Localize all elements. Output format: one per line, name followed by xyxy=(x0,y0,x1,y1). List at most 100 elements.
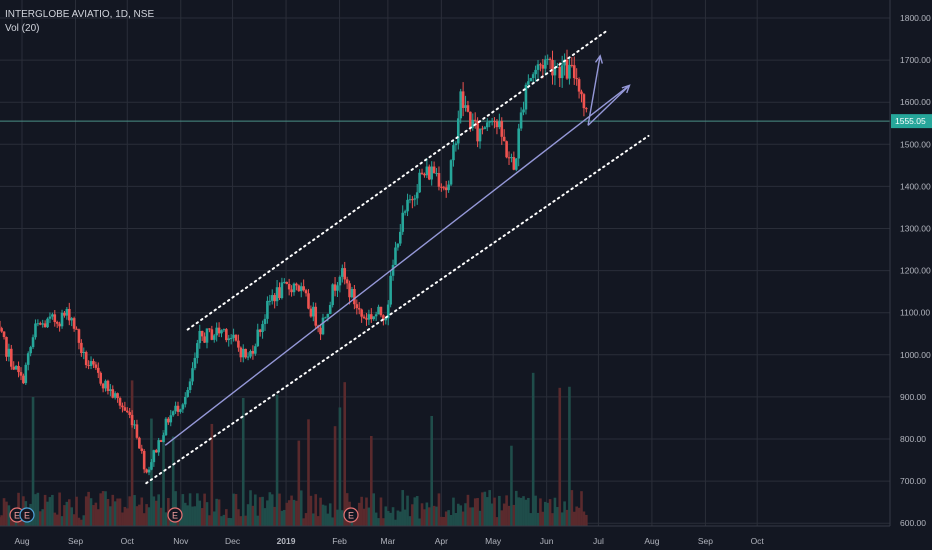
volume-bar xyxy=(147,507,151,526)
volume-bar xyxy=(510,445,513,526)
volume-bar xyxy=(130,380,134,526)
volume-bar xyxy=(449,514,453,526)
candle-body xyxy=(48,316,52,319)
y-tick-label: 600.00 xyxy=(900,518,926,528)
lower-channel[interactable] xyxy=(145,134,650,485)
volume-bar xyxy=(505,495,508,526)
candle-body xyxy=(256,329,260,347)
candle-body xyxy=(96,367,100,373)
upper-channel[interactable] xyxy=(186,29,609,331)
support-trendline[interactable] xyxy=(164,84,630,446)
candle-body xyxy=(145,469,148,473)
candle-body xyxy=(406,199,409,212)
candle-body xyxy=(372,316,376,320)
candle-body xyxy=(444,187,448,191)
earnings-event-marker[interactable]: E xyxy=(343,507,359,523)
volume-bar xyxy=(241,397,245,526)
volume-bar xyxy=(34,494,37,526)
volume-bar xyxy=(514,490,518,526)
volume-bar xyxy=(333,426,337,526)
volume-bar xyxy=(507,505,511,526)
candle-body xyxy=(19,372,23,376)
volume-bar xyxy=(321,504,325,526)
earnings-event-marker[interactable]: E xyxy=(19,507,35,523)
volume-bar xyxy=(297,440,301,526)
candle-body xyxy=(60,312,64,327)
volume-bar xyxy=(536,512,540,526)
volume-bar xyxy=(159,507,163,526)
candle-body xyxy=(104,380,107,389)
candle-body xyxy=(546,58,549,60)
candle-body xyxy=(556,66,559,68)
volume-bar xyxy=(36,492,40,526)
volume-bar xyxy=(128,496,131,526)
symbol-title[interactable]: INTERGLOBE AVIATIO, 1D, NSE xyxy=(5,9,155,20)
volume-bar xyxy=(575,506,578,526)
candle-body xyxy=(531,74,535,79)
candle-body xyxy=(297,285,301,292)
volume-bar xyxy=(478,510,482,526)
candle-body xyxy=(309,308,313,317)
earnings-event-marker[interactable]: E xyxy=(167,507,183,523)
candle-body xyxy=(326,313,330,318)
volume-bar xyxy=(551,513,554,526)
candle-body xyxy=(121,405,124,408)
volume-indicator-label[interactable]: Vol (20) xyxy=(5,23,40,34)
candle-body xyxy=(2,331,6,338)
candle-body xyxy=(179,409,182,412)
candle-body xyxy=(208,328,211,330)
volume-bar xyxy=(524,499,528,526)
candle-body xyxy=(80,342,83,354)
volume-bar xyxy=(205,502,209,526)
candle-body xyxy=(234,334,238,341)
candle-body xyxy=(167,418,170,423)
y-tick-label: 1200.00 xyxy=(900,266,931,276)
volume-bar xyxy=(440,516,443,526)
volume-bar xyxy=(469,507,472,526)
x-tick-label: Nov xyxy=(173,536,189,546)
candle-body xyxy=(22,375,25,384)
chart-drawings[interactable] xyxy=(145,29,650,485)
volume-bar xyxy=(411,504,414,526)
volume-bar xyxy=(374,512,378,526)
candle-body xyxy=(92,361,95,365)
y-tick-label: 900.00 xyxy=(900,392,926,402)
volume-bar xyxy=(389,512,392,526)
price-axis[interactable]: 1800.00 1700.00 1600.00 1500.00 1400.00 1300.… xyxy=(889,0,932,528)
volume-bar xyxy=(488,490,491,526)
x-tick-label: Jul xyxy=(593,536,604,546)
candle-body xyxy=(118,398,122,406)
trend-arrow[interactable] xyxy=(587,84,631,126)
candle-body xyxy=(133,424,136,426)
candle-body xyxy=(572,65,576,79)
volume-bar xyxy=(343,382,347,526)
volume-bar xyxy=(212,511,216,526)
candle-body xyxy=(53,314,57,323)
volume-bar xyxy=(82,515,86,526)
candle-body xyxy=(94,364,98,368)
y-tick-label: 800.00 xyxy=(900,434,926,444)
volume-bar xyxy=(234,494,238,526)
candle-body xyxy=(29,347,32,354)
candle-body xyxy=(217,327,221,334)
svg-text:E: E xyxy=(172,511,178,521)
candle-body xyxy=(138,437,141,449)
candle-body xyxy=(527,81,530,85)
candle-body xyxy=(261,324,264,333)
volume-bar xyxy=(539,498,542,526)
volume-bar xyxy=(307,419,310,526)
volume-bar xyxy=(196,493,199,526)
time-axis[interactable]: Aug Sep Oct Nov Dec 2019 Feb Mar Apr May Jun Jul Aug… xyxy=(0,525,890,546)
candle-body xyxy=(239,347,243,358)
up-arrow[interactable] xyxy=(587,54,604,126)
candle-body xyxy=(275,287,279,302)
candle-body xyxy=(459,91,462,119)
volume-bar xyxy=(362,508,366,526)
volume-bar xyxy=(266,500,269,526)
candle-body xyxy=(324,317,327,319)
volume-bar xyxy=(461,511,465,526)
candle-body xyxy=(181,404,185,410)
candle-body xyxy=(101,383,105,389)
candle-body xyxy=(70,318,74,321)
